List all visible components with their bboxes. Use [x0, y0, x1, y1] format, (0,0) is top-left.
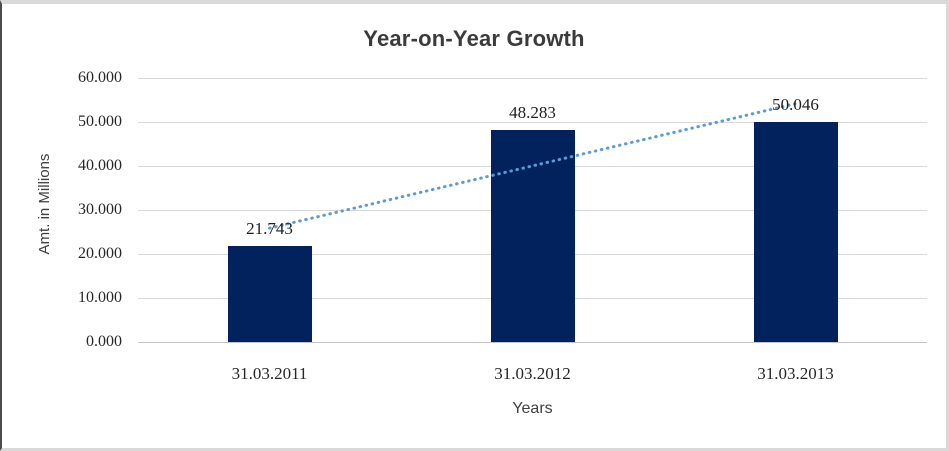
x-axis-line [138, 342, 927, 343]
x-tick-label: 31.03.2011 [231, 364, 308, 383]
x-tick-label: 31.03.2012 [494, 364, 571, 383]
x-tick-label: 31.03.2013 [757, 364, 834, 383]
y-tick-label: 40.000 [78, 157, 122, 174]
bar-31.03.2013 [753, 121, 838, 342]
y-tick-label: 50.000 [78, 113, 122, 130]
bar-value-label: 21.743 [246, 219, 293, 239]
y-tick-label: 60.000 [78, 69, 122, 86]
y-tick-label: 0.000 [86, 333, 122, 350]
y-tick-label: 10.000 [78, 289, 122, 306]
bar-value-label: 50.046 [772, 94, 819, 114]
bar-31.03.2012 [490, 129, 575, 342]
plot-area: 21.743 48.283 50.046 [138, 78, 927, 343]
gridline [138, 78, 927, 79]
bar-31.03.2011 [227, 246, 312, 342]
y-tick-label: 20.000 [78, 245, 122, 262]
bar-value-label: 48.283 [509, 102, 556, 122]
gridline [138, 122, 927, 123]
chart-title: Year-on-Year Growth [363, 26, 585, 51]
x-axis-title: Years [512, 400, 553, 417]
y-tick-label: 30.000 [78, 201, 122, 218]
